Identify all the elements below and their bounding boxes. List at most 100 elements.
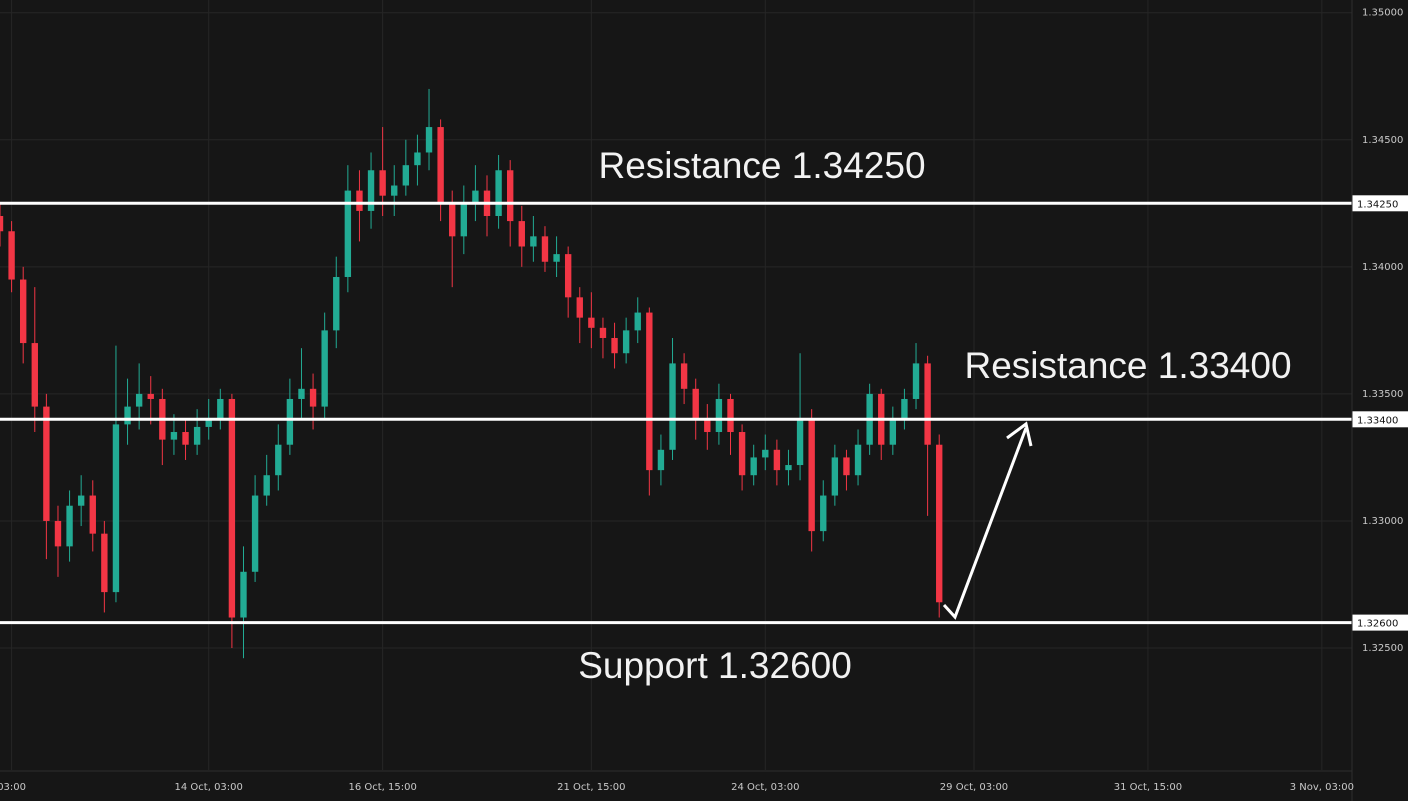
candle-body (762, 449, 769, 458)
candle-body (20, 279, 27, 344)
candle-body (449, 203, 456, 237)
candle-body (576, 297, 583, 318)
candle-body (472, 190, 479, 204)
candle-body (31, 343, 38, 407)
x-tick-label: 3 Nov, 03:00 (1290, 782, 1354, 793)
candle-body (101, 533, 108, 593)
candle-body (750, 457, 757, 476)
y-tick-label: 1.34000 (1362, 262, 1403, 273)
candle-body (89, 495, 96, 534)
candle-body (309, 388, 317, 407)
x-tick-label: 29 Oct, 03:00 (940, 782, 1008, 793)
candle-body (704, 419, 711, 433)
candle-body (286, 398, 294, 445)
candle-body (854, 444, 862, 476)
annotation: Resistance 1.33400 (964, 345, 1291, 386)
candle-body (402, 165, 410, 186)
candle-body (263, 475, 270, 496)
y-tick-label: 1.33500 (1362, 389, 1403, 400)
candle-body (599, 327, 607, 338)
candle-body (785, 465, 792, 471)
candle-body (0, 216, 4, 232)
x-tick-label: 03:00 (0, 782, 26, 793)
candle-body (391, 185, 398, 196)
x-tick-label: 14 Oct, 03:00 (175, 782, 243, 793)
candle-body (634, 312, 641, 331)
x-tick-label: 31 Oct, 15:00 (1114, 782, 1182, 793)
candle-body (124, 406, 131, 425)
candle-body (495, 170, 502, 217)
x-tick-label: 16 Oct, 15:00 (348, 782, 416, 793)
candle-body (43, 406, 50, 521)
candle-body (367, 170, 375, 211)
arrow (942, 427, 1028, 620)
candle-body (808, 419, 815, 532)
candle-body (843, 457, 850, 476)
candle-body (622, 330, 630, 354)
arrow-head (1006, 421, 1033, 447)
level-label: 1.34250 (1357, 199, 1398, 210)
y-tick-label: 1.35000 (1362, 8, 1403, 19)
y-tick-label: 1.34500 (1362, 135, 1403, 146)
candle-body (820, 495, 827, 532)
candle-body (66, 505, 73, 547)
candle-body (414, 152, 421, 166)
candle-body (356, 190, 363, 211)
candle-body (518, 221, 525, 247)
candle-body (251, 495, 259, 572)
candle-body (170, 432, 178, 440)
candle-body (298, 388, 305, 399)
candle-body (588, 317, 595, 328)
candle-body (727, 398, 734, 433)
candle-body (112, 424, 120, 593)
level-label: 1.33400 (1357, 415, 1398, 426)
y-tick-label: 1.32500 (1362, 643, 1403, 654)
candle-body (692, 388, 699, 420)
level-label-box (1352, 614, 1408, 631)
level-label-box (1352, 195, 1408, 212)
candle-body (8, 231, 15, 280)
candle-body (912, 363, 920, 399)
candle-body (228, 398, 236, 618)
candle-body (437, 127, 444, 204)
candle-body (936, 444, 943, 603)
candle-body (901, 398, 908, 420)
candle-body (460, 203, 467, 237)
candle-body (379, 170, 386, 196)
candle-body (738, 432, 746, 476)
candle-body (680, 363, 688, 389)
candle-body (507, 170, 514, 222)
candle-body (796, 419, 804, 466)
x-tick-label: 21 Oct, 15:00 (557, 782, 625, 793)
level-label-box (1352, 411, 1408, 428)
annotation: Resistance 1.34250 (598, 145, 925, 186)
candle-body (321, 330, 328, 407)
candle-body (54, 520, 62, 547)
candle-body (182, 432, 189, 445)
candle-body (217, 398, 224, 420)
candle-body (425, 127, 433, 153)
candle-body (657, 449, 665, 471)
candle-body (205, 419, 212, 427)
candle-body (240, 571, 247, 618)
candle-body (831, 457, 839, 496)
candle-body (77, 495, 85, 506)
candle-body (564, 254, 572, 298)
x-tick-label: 24 Oct, 03:00 (731, 782, 799, 793)
candle-body (333, 276, 340, 331)
candle-body (193, 426, 201, 445)
candle-body (646, 312, 653, 471)
candle-body (715, 398, 723, 433)
annotation: Support 1.32600 (578, 645, 852, 686)
y-tick-label: 1.33000 (1362, 516, 1403, 527)
candle-body (924, 363, 931, 445)
candle-body (147, 393, 154, 399)
candle-body (553, 254, 560, 262)
candle-body (344, 190, 352, 277)
candle-body (275, 444, 282, 476)
candle-body (541, 236, 549, 262)
candle-body (889, 419, 897, 445)
level-label: 1.32600 (1357, 619, 1398, 630)
